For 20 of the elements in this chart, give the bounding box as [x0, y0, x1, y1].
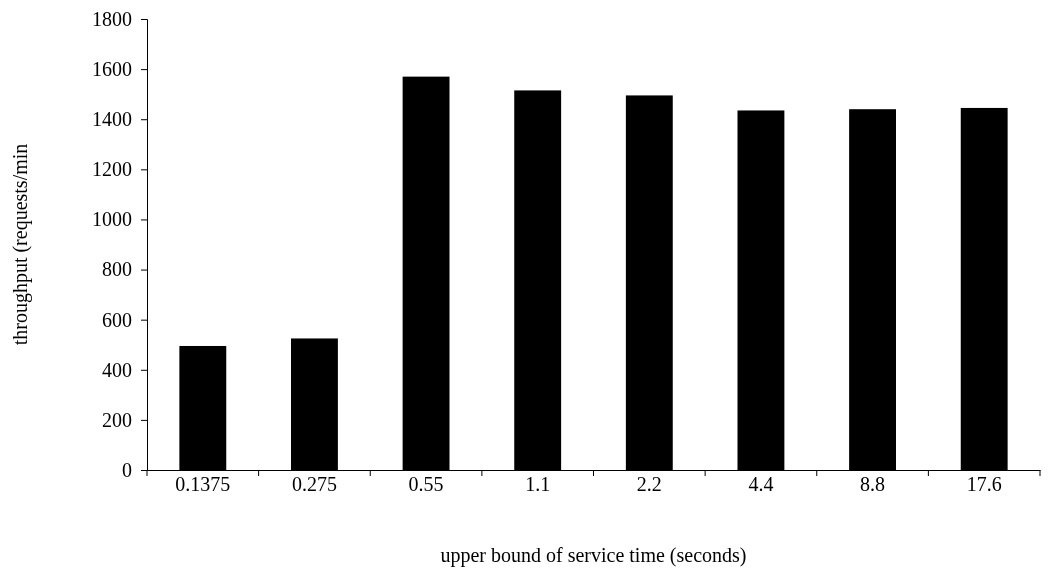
- x-tick-label: 1.1: [525, 473, 551, 495]
- y-tick-label: 200: [102, 408, 132, 431]
- x-tick-label: 8.8: [860, 473, 886, 495]
- x-tick-label: 0.1375: [175, 473, 231, 495]
- y-tick-label: 1000: [92, 208, 132, 231]
- x-tick-label: 2.2: [636, 473, 662, 495]
- y-tick-label: 600: [102, 308, 132, 331]
- y-tick-label: 1600: [92, 58, 132, 81]
- x-tick-label: 0.275: [291, 473, 337, 495]
- y-tick-label: 1800: [92, 7, 132, 30]
- y-axis-title: throughput (requests/min: [9, 143, 32, 346]
- y-tick-label: 800: [102, 258, 132, 281]
- y-tick-label: 1400: [92, 108, 132, 131]
- y-tick-label: 1200: [92, 158, 132, 181]
- x-axis-title: upper bound of service time (seconds): [440, 544, 747, 567]
- x-tick-label: 0.55: [408, 473, 444, 495]
- y-tick-label: 400: [102, 358, 132, 381]
- y-tick-label: 0: [122, 458, 132, 481]
- x-tick-label: 17.6: [966, 473, 1002, 495]
- x-tick-label: 4.4: [748, 473, 774, 495]
